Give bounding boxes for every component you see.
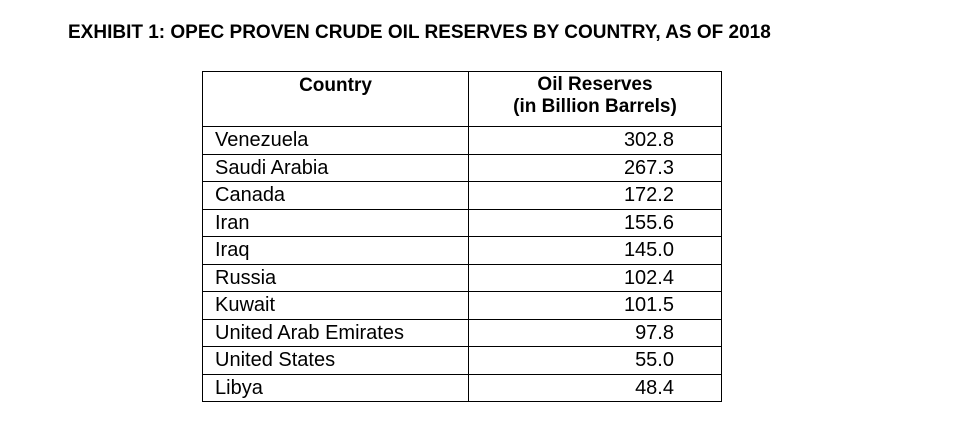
country-cell: United States — [202, 346, 469, 374]
reserves-cell: 302.8 — [468, 126, 722, 154]
country-column-header: Country — [202, 71, 469, 127]
exhibit-title: EXHIBIT 1: OPEC PROVEN CRUDE OIL RESERVE… — [68, 22, 771, 43]
country-cell: Saudi Arabia — [202, 153, 469, 182]
table-header-row: Country Oil Reserves (in Billion Barrels… — [202, 71, 722, 127]
reserves-header-label: Oil Reserves — [537, 74, 653, 95]
reserves-cell: 97.8 — [468, 318, 722, 347]
table-row: Saudi Arabia 267.3 — [202, 153, 722, 182]
reserves-cell: 48.4 — [468, 373, 722, 402]
table-row: Kuwait 101.5 — [202, 291, 722, 319]
reserves-cell: 102.4 — [468, 263, 722, 292]
table-row: Russia 102.4 — [202, 263, 722, 292]
country-cell: Venezuela — [202, 126, 469, 154]
country-cell: Kuwait — [202, 291, 469, 319]
table-row: Iraq 145.0 — [202, 236, 722, 264]
reserves-column-header: Oil Reserves (in Billion Barrels) — [468, 71, 722, 127]
country-cell: Iraq — [202, 236, 469, 264]
oil-reserves-table: Country Oil Reserves (in Billion Barrels… — [202, 71, 722, 402]
table-row: United Arab Emirates 97.8 — [202, 318, 722, 347]
table-row: Iran 155.6 — [202, 208, 722, 237]
reserves-header-unit: (in Billion Barrels) — [513, 96, 677, 117]
reserves-cell: 145.0 — [468, 236, 722, 264]
reserves-cell: 155.6 — [468, 208, 722, 237]
country-cell: Libya — [202, 373, 469, 402]
table-row: Libya 48.4 — [202, 373, 722, 402]
reserves-cell: 101.5 — [468, 291, 722, 319]
country-cell: Canada — [202, 181, 469, 209]
table-row: Venezuela 302.8 — [202, 126, 722, 154]
table-row: Canada 172.2 — [202, 181, 722, 209]
reserves-cell: 55.0 — [468, 346, 722, 374]
reserves-cell: 172.2 — [468, 181, 722, 209]
country-cell: Russia — [202, 263, 469, 292]
reserves-cell: 267.3 — [468, 153, 722, 182]
table-row: United States 55.0 — [202, 346, 722, 374]
country-cell: Iran — [202, 208, 469, 237]
country-header-label: Country — [299, 75, 372, 96]
country-cell: United Arab Emirates — [202, 318, 469, 347]
